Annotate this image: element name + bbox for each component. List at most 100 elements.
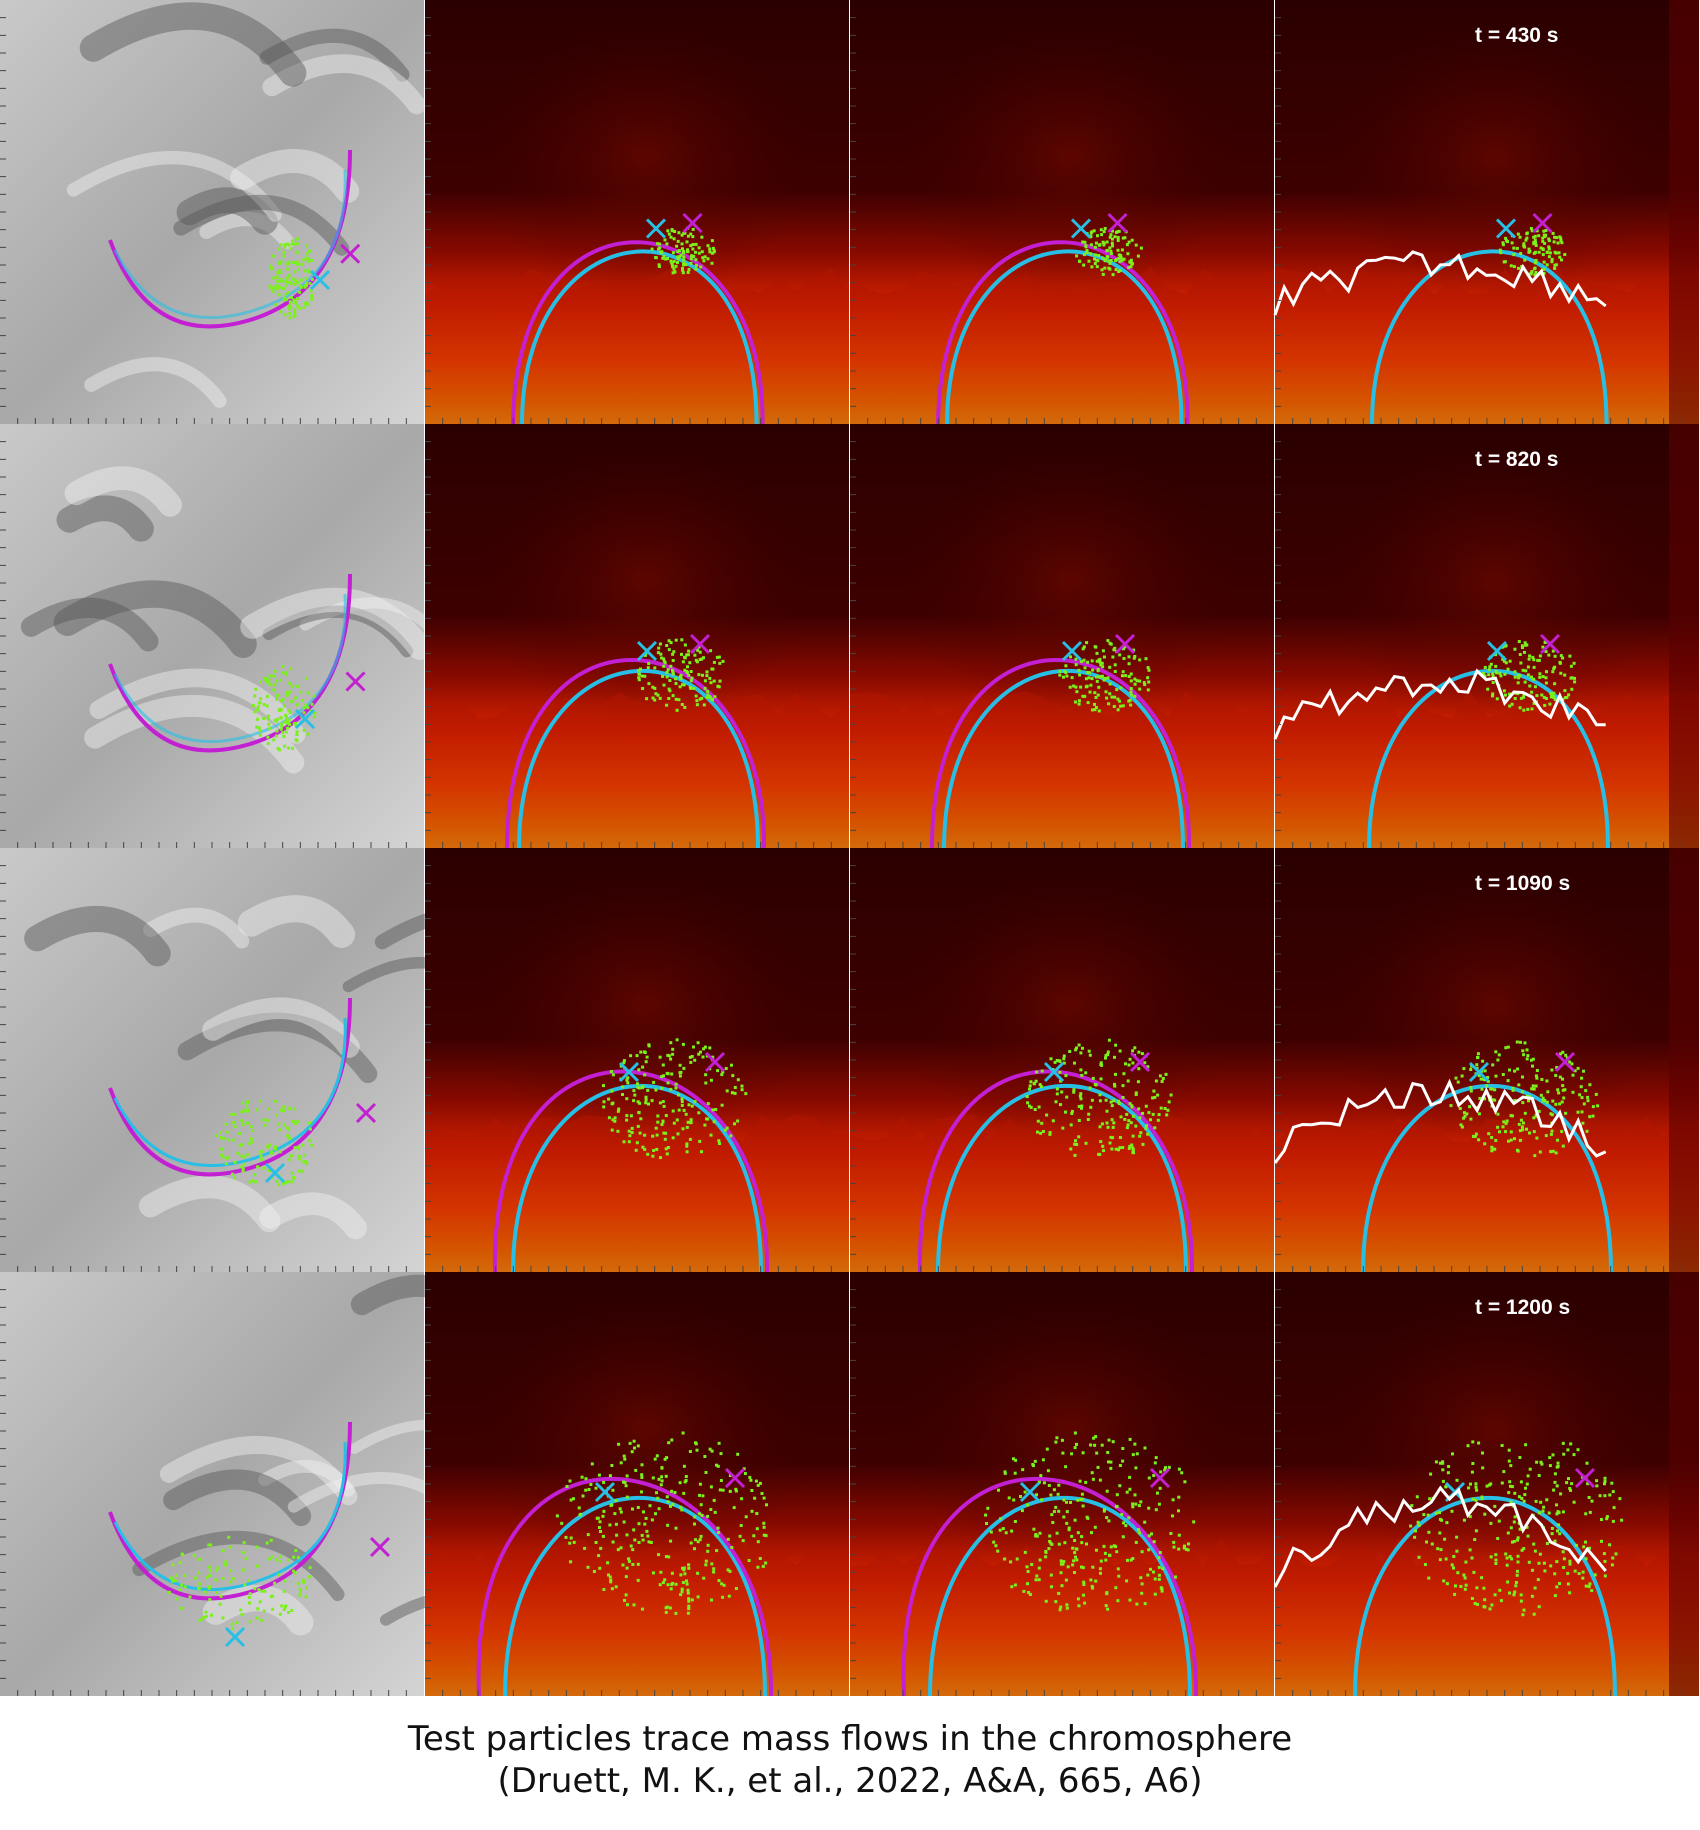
particle-point [1579, 1085, 1583, 1089]
particle-point [288, 316, 292, 320]
particle-point [1528, 1467, 1532, 1471]
particle-point [654, 1126, 658, 1130]
particle-point [1152, 1089, 1156, 1093]
particle-point [284, 713, 288, 717]
particle-point [1551, 231, 1555, 235]
particle-point [1549, 1132, 1553, 1136]
particle-point [287, 243, 291, 247]
particle-point [1089, 1443, 1093, 1447]
particle-point [1576, 1066, 1580, 1070]
particle-point [1591, 1105, 1595, 1109]
particle-point [717, 685, 721, 689]
particle-point [621, 1093, 624, 1096]
particle-point [692, 1045, 695, 1049]
particle-point [1087, 1112, 1091, 1116]
particle-point [1531, 1084, 1535, 1088]
marker-cyan [1043, 1061, 1065, 1083]
particle-point [1048, 1539, 1052, 1543]
marker-magenta [1129, 1051, 1151, 1073]
particle-point [1090, 1098, 1094, 1102]
particle-point [1505, 1119, 1509, 1123]
particle-point [1101, 256, 1105, 260]
particle-point [1519, 1040, 1522, 1044]
particle-point [1074, 1048, 1078, 1052]
particle-point [1073, 1518, 1077, 1522]
particle-point [1562, 1557, 1566, 1561]
particle-point [663, 238, 667, 242]
particle-point [1553, 235, 1557, 239]
particle-point [1526, 673, 1530, 677]
particle-point [700, 235, 704, 239]
particle-point [1117, 253, 1121, 257]
particle-point [1109, 1545, 1113, 1549]
particle-point [219, 1131, 222, 1134]
particle-point [1529, 1058, 1533, 1062]
particle-point [598, 1526, 601, 1529]
particle-point [1513, 1515, 1517, 1519]
particle-point [764, 1561, 768, 1565]
particle-point [1146, 1132, 1150, 1136]
particle-cloud [555, 1431, 768, 1615]
particle-point [1147, 1476, 1151, 1480]
particle-point [712, 1498, 716, 1502]
particle-point [260, 1149, 264, 1153]
particle-point [1028, 1593, 1032, 1596]
particle-point [1118, 1146, 1122, 1150]
particle-point [308, 1566, 312, 1570]
particle-point [719, 1479, 723, 1482]
particle-point [1519, 1593, 1523, 1597]
particle-point [1034, 1534, 1038, 1538]
particle-point [1083, 1601, 1087, 1605]
particle-point [1075, 1046, 1078, 1050]
particle-point [1545, 1079, 1549, 1083]
particle-point [1107, 1460, 1110, 1464]
particle-point [1126, 1558, 1129, 1562]
particle-point [750, 1489, 754, 1492]
particle-point [660, 1086, 664, 1090]
particle-point [1486, 687, 1490, 691]
marker-magenta [355, 1102, 377, 1124]
particle-point [609, 1580, 613, 1584]
particle-point [649, 1541, 653, 1544]
particle-point [674, 1611, 678, 1615]
particle-point [1075, 690, 1079, 694]
particle-point [569, 1536, 573, 1540]
marker-cyan [294, 708, 316, 730]
particle-point [1073, 1539, 1077, 1542]
particle-point [1512, 253, 1516, 257]
field-line-magenta [505, 658, 767, 849]
particle-point [1012, 1498, 1016, 1502]
particle-point [274, 284, 278, 288]
particle-point [1010, 1585, 1014, 1589]
particle-point [269, 264, 272, 268]
particle-point [1490, 1145, 1494, 1149]
particle-point [1129, 1121, 1133, 1125]
particle-point [726, 1568, 730, 1572]
particle-point [1441, 1461, 1445, 1465]
particle-point [752, 1534, 756, 1538]
particle-point [1151, 1096, 1155, 1100]
particle-point [1544, 233, 1548, 237]
particle-point [1071, 1546, 1075, 1550]
particle-point [1093, 691, 1097, 695]
particle-point [215, 1569, 219, 1572]
particle-point [279, 716, 283, 720]
particle-point [1147, 1506, 1151, 1510]
particle-point [1093, 257, 1096, 261]
particle-point [1099, 663, 1103, 667]
particle-point [704, 1081, 708, 1085]
particle-point [1065, 1606, 1069, 1610]
particle-point [670, 1571, 674, 1575]
particle-point [679, 253, 683, 257]
particle-point [1498, 671, 1502, 675]
particle-point [689, 670, 693, 673]
particle-point [1134, 1466, 1138, 1470]
particle-point [1521, 668, 1525, 672]
marker-cyan [1070, 218, 1092, 239]
particle-point [1529, 227, 1533, 230]
particle-point [1551, 649, 1555, 653]
particle-point [1456, 1571, 1460, 1575]
particle-point [1055, 1531, 1059, 1535]
particle-point [1084, 677, 1088, 681]
particle-point [1555, 1484, 1559, 1488]
